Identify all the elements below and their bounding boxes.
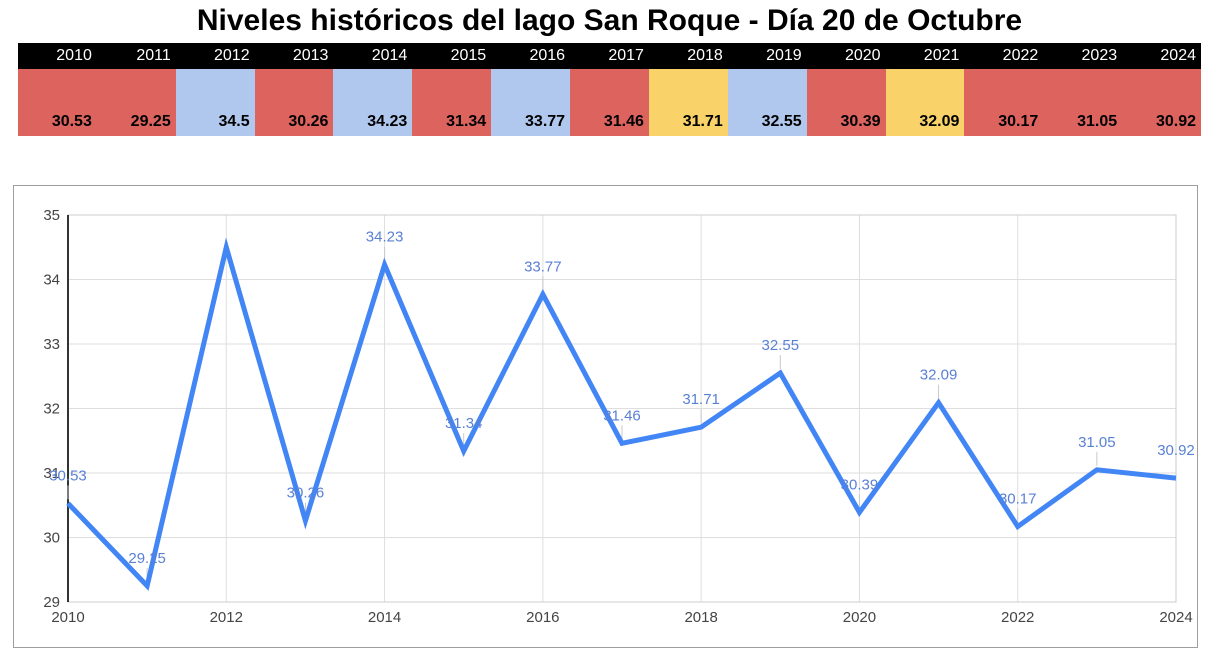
table-header-year: 2020 bbox=[806, 43, 886, 69]
table-cell-value: 31.34 bbox=[412, 69, 492, 136]
data-point-label: 32.09 bbox=[920, 367, 958, 384]
series-line bbox=[66, 237, 1177, 591]
table-header-year: 2018 bbox=[648, 43, 728, 69]
data-point-label: 31.46 bbox=[603, 407, 641, 424]
x-tick-label: 2016 bbox=[526, 609, 559, 626]
table-header-year: 2021 bbox=[885, 43, 965, 69]
table-cell-value: 30.26 bbox=[254, 69, 334, 136]
table-header-year: 2010 bbox=[18, 43, 97, 69]
data-point-label: 29.25 bbox=[128, 550, 166, 567]
data-point-label: 30.92 bbox=[1157, 442, 1195, 459]
line-chart: 29 30 31 32 33 34 35 2010 2012 2014 2016 2018 2020 20… bbox=[43, 207, 1195, 626]
y-tick-label: 34 bbox=[43, 272, 60, 289]
data-point-label: 30.17 bbox=[999, 491, 1037, 508]
x-tick-label: 2018 bbox=[684, 609, 717, 626]
table-cell-value: 31.71 bbox=[648, 69, 728, 136]
data-point-label: 31.71 bbox=[682, 391, 720, 408]
y-tick-label: 35 bbox=[43, 207, 60, 224]
table-header-year: 2024 bbox=[1122, 43, 1201, 69]
y-tick-label: 30 bbox=[43, 530, 60, 547]
table-header-year: 2015 bbox=[412, 43, 492, 69]
data-point-label: 33.77 bbox=[524, 258, 562, 275]
x-tick-label: 2022 bbox=[1001, 609, 1034, 626]
table-header-year: 2023 bbox=[1043, 43, 1123, 69]
y-tick-label: 32 bbox=[43, 401, 60, 418]
data-point-label: 32.55 bbox=[762, 337, 800, 354]
x-tick-label: 2012 bbox=[210, 609, 243, 626]
data-point-label: 34.23 bbox=[366, 229, 404, 246]
table-cell-value: 29.25 bbox=[96, 69, 176, 136]
line-chart-card: 29 30 31 32 33 34 35 2010 2012 2014 2016 2018 2020 20… bbox=[13, 185, 1198, 648]
table-header-year: 2011 bbox=[96, 43, 176, 69]
data-point-label: 31.34 bbox=[445, 415, 483, 432]
table-cell-value: 31.46 bbox=[570, 69, 649, 136]
table-cell-value: 33.77 bbox=[491, 69, 571, 136]
data-point-label: 31.05 bbox=[1078, 434, 1116, 451]
table-cell-value: 32.09 bbox=[885, 69, 965, 136]
x-tick-label: 2010 bbox=[51, 609, 84, 626]
table-cell-value: 34.23 bbox=[333, 69, 413, 136]
table-cell-value: 32.55 bbox=[727, 69, 807, 136]
table-header-year: 2017 bbox=[570, 43, 649, 69]
x-tick-label: 2020 bbox=[843, 609, 876, 626]
table-cell-value: 30.53 bbox=[18, 69, 97, 136]
table-header-year: 2013 bbox=[254, 43, 334, 69]
table-header-year: 2019 bbox=[727, 43, 807, 69]
table-cell-value: 31.05 bbox=[1043, 69, 1123, 136]
table-cell-value: 30.39 bbox=[806, 69, 886, 136]
y-tick-label: 31 bbox=[43, 465, 60, 482]
table-header-year: 2022 bbox=[964, 43, 1044, 69]
x-tick-label: 2024 bbox=[1159, 609, 1192, 626]
table-header-year: 2016 bbox=[491, 43, 571, 69]
y-tick-label: 33 bbox=[43, 336, 60, 353]
data-point-label: 30.53 bbox=[49, 467, 87, 484]
table-cell-value: 34.5 bbox=[175, 69, 255, 136]
table-header-year: 2014 bbox=[333, 43, 413, 69]
table-cell-value: 30.92 bbox=[1122, 69, 1201, 136]
x-tick-label: 2014 bbox=[368, 609, 401, 626]
page-title: Niveles históricos del lago San Roque - … bbox=[196, 4, 1023, 37]
year-value-table: 2010 2011 2012 2013 2014 2015 2016 2017 2018 2019… bbox=[18, 43, 1201, 136]
y-tick-label: 29 bbox=[43, 594, 60, 611]
data-point-label: 30.26 bbox=[287, 485, 325, 502]
table-cell-value: 30.17 bbox=[964, 69, 1044, 136]
data-point-label: 30.39 bbox=[841, 476, 879, 493]
table-header-year: 2012 bbox=[175, 43, 255, 69]
